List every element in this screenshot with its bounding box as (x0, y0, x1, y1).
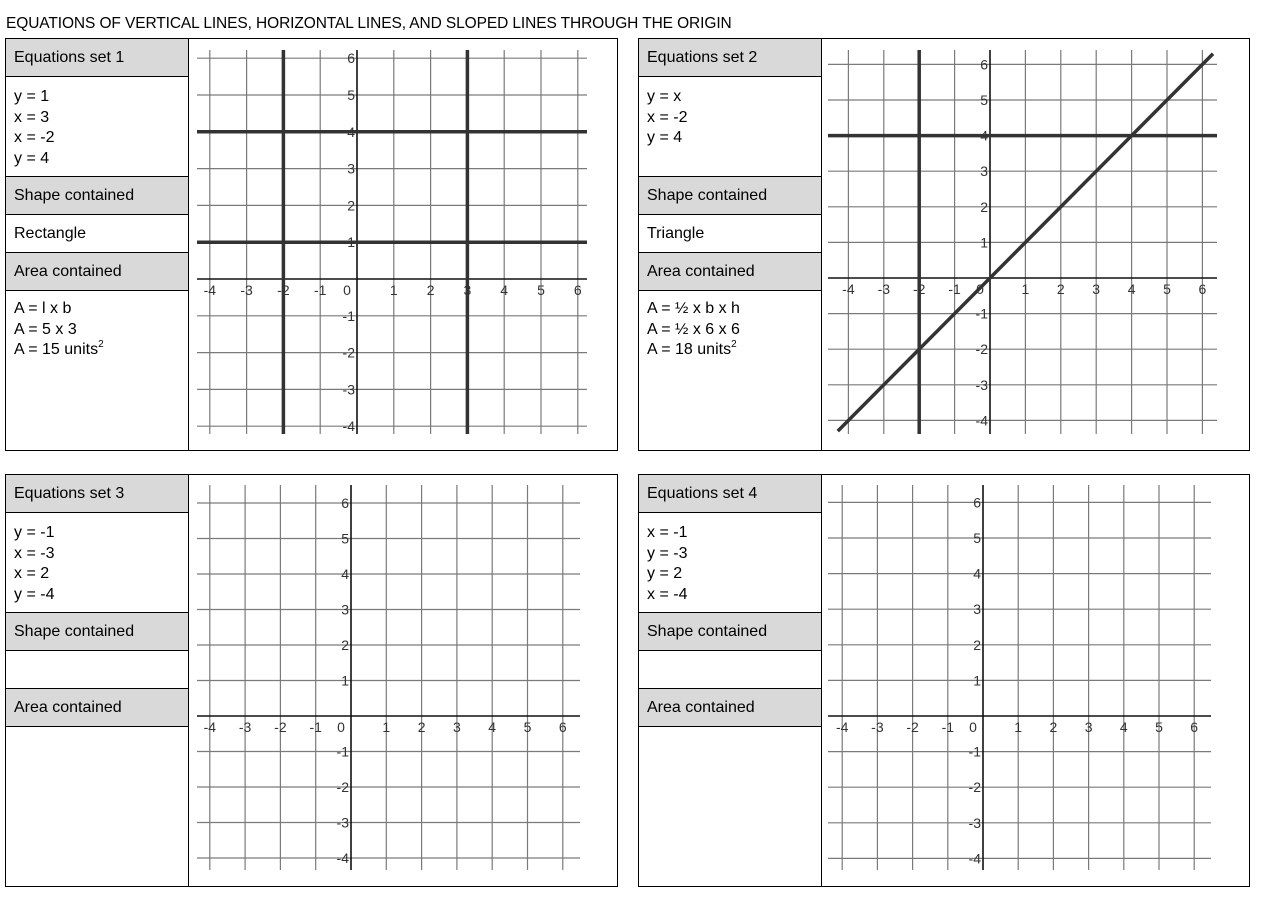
area-working-text: A = ½ x 6 x 6 (647, 320, 740, 338)
area-header-text: Area contained (14, 262, 122, 280)
equation: y = -3 (647, 544, 688, 562)
shape-answer[interactable] (639, 651, 821, 689)
equation: x = -2 (647, 108, 688, 126)
area-header: Area contained (639, 689, 821, 727)
area-answer[interactable] (639, 727, 821, 886)
area-working-line: A = l x b (14, 299, 180, 320)
set-header-text: Equations set 1 (14, 48, 125, 66)
unit-exponent: 2 (731, 339, 737, 350)
set-header: Equations set 4 (639, 475, 821, 513)
equation: y = -4 (14, 585, 55, 603)
shape-header: Shape contained (6, 177, 188, 215)
set-header-text: Equations set 3 (14, 484, 125, 502)
equations-list: y = 1 x = 3 x = -2 y = 4 (6, 77, 188, 177)
area-header-text: Area contained (647, 262, 755, 280)
equation: y = 2 (647, 565, 683, 582)
shape-answer[interactable] (6, 651, 188, 689)
area-working-line: A = 5 x 3 (14, 320, 180, 341)
equation: x = 2 (14, 565, 50, 582)
shape-answer[interactable]: Triangle (639, 215, 821, 253)
equations-list: x = -1 y = -3 y = 2 x = -4 (639, 513, 821, 613)
equation: y = 4 (647, 129, 683, 146)
shape-header-text: Shape contained (14, 622, 135, 640)
area-working-text: A = 15 units (14, 341, 99, 358)
info-column: Equations set 1 y = 1 x = 3 x = -2 y = 4 Sh… (6, 39, 189, 450)
set-header: Equations set 3 (6, 475, 188, 513)
shape-header: Shape contained (6, 613, 188, 651)
set-header: Equations set 2 (639, 39, 821, 77)
equation: x = -4 (647, 585, 688, 603)
unit-exponent: 2 (98, 339, 104, 350)
area-header: Area contained (639, 253, 821, 291)
worksheet-title: EQUATIONS OF VERTICAL LINES, HORIZONTAL … (6, 15, 732, 32)
shape-answer-text: Triangle (647, 224, 705, 242)
equation: y = -1 (14, 524, 55, 541)
shape-header-text: Shape contained (647, 186, 768, 204)
equation: y = 4 (14, 149, 50, 167)
area-answer[interactable]: A = ½ x b x h A = ½ x 6 x 6 A = 18 units2 (639, 291, 821, 450)
equation: x = 3 (14, 108, 50, 126)
set-header-text: Equations set 4 (647, 484, 758, 502)
set-header: Equations set 1 (6, 39, 188, 77)
area-working-text: A = ½ x b x h (647, 300, 740, 317)
area-header-text: Area contained (647, 698, 755, 716)
set-header-text: Equations set 2 (647, 48, 758, 66)
area-header-text: Area contained (14, 698, 122, 716)
area-header: Area contained (6, 689, 188, 727)
shape-answer-text: Rectangle (14, 224, 87, 242)
shape-header: Shape contained (639, 177, 821, 215)
equations-set-panel-2: Equations set 2 y = x x = -2 y = 4 Shape c… (638, 38, 1250, 451)
equations-list: y = x x = -2 y = 4 (639, 77, 821, 177)
shape-header: Shape contained (639, 613, 821, 651)
area-answer[interactable] (6, 727, 188, 886)
equation: x = -1 (647, 524, 688, 541)
area-working-text: A = 5 x 3 (14, 320, 77, 338)
equation: x = -3 (14, 544, 55, 562)
area-answer[interactable]: A = l x b A = 5 x 3 A = 15 units2 (6, 291, 188, 450)
shape-header-text: Shape contained (647, 622, 768, 640)
info-column: Equations set 2 y = x x = -2 y = 4 Shape c… (639, 39, 822, 450)
area-header: Area contained (6, 253, 188, 291)
equation: y = 1 (14, 88, 50, 105)
area-working-text: A = 18 units (647, 341, 732, 358)
equation: y = x (647, 88, 682, 105)
area-working-line: A = 15 units2 (14, 340, 180, 361)
shape-header-text: Shape contained (14, 186, 135, 204)
area-working-line: A = ½ x 6 x 6 (647, 320, 813, 341)
area-working-text: A = l x b (14, 300, 72, 317)
equations-list: y = -1 x = -3 x = 2 y = -4 (6, 513, 188, 613)
shape-answer[interactable]: Rectangle (6, 215, 188, 253)
area-working-line: A = ½ x b x h (647, 299, 813, 320)
equations-set-panel-1: Equations set 1 y = 1 x = 3 x = -2 y = 4 Sh… (5, 38, 618, 451)
area-working-line: A = 18 units2 (647, 340, 813, 361)
equation: x = -2 (14, 129, 55, 146)
